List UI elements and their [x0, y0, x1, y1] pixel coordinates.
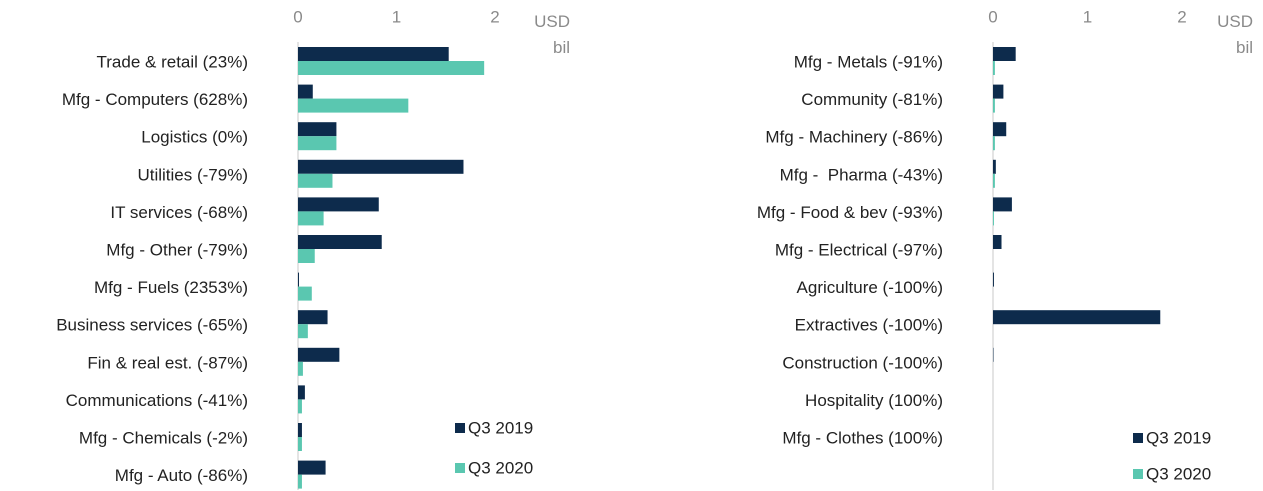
- bar: [298, 310, 328, 325]
- y-tick-label: Mfg - Clothes (100%): [782, 428, 943, 447]
- bar: [993, 272, 994, 287]
- bar: [993, 235, 1002, 249]
- bar: [993, 84, 1004, 99]
- y-tick-label: Communications (-41%): [66, 391, 248, 410]
- bar: [993, 136, 995, 151]
- bar: [993, 47, 1016, 61]
- y-tick-label: Mfg - Electrical (-97%): [775, 240, 943, 259]
- legend-label: Q3 2020: [1146, 464, 1211, 483]
- bar: [993, 211, 994, 226]
- y-tick-label: IT services (-68%): [110, 203, 248, 222]
- y-tick-label: Mfg - Machinery (-86%): [765, 128, 943, 147]
- bar: [993, 98, 995, 113]
- legend-label: Q3 2020: [468, 458, 533, 477]
- bar: [298, 47, 449, 61]
- x-tick-label: 2: [1177, 7, 1186, 26]
- bar: [993, 173, 995, 188]
- bar: [298, 437, 302, 451]
- y-tick-label: Mfg - Food & bev (-93%): [757, 203, 943, 222]
- bar: [298, 423, 302, 437]
- bar: [298, 272, 299, 287]
- bar: [993, 159, 996, 174]
- y-tick-label: Mfg - Other (-79%): [106, 240, 248, 259]
- y-tick-label: Mfg - Pharma (-43%): [780, 165, 943, 184]
- x-tick-label: 1: [392, 7, 401, 26]
- legend-label: Q3 2019: [468, 418, 533, 437]
- bar: [298, 460, 326, 475]
- y-tick-label: Hospitality (100%): [805, 391, 943, 410]
- bar: [298, 98, 409, 113]
- bar: [298, 84, 313, 99]
- legend-swatch: [1133, 469, 1143, 479]
- y-tick-label: Business services (-65%): [56, 316, 248, 335]
- x-unit-label: USD bil: [534, 12, 570, 57]
- bar: [298, 173, 333, 188]
- bar: [298, 324, 308, 339]
- y-tick-label: Utilities (-79%): [137, 165, 248, 184]
- bar: [298, 385, 305, 400]
- bar: [298, 249, 315, 263]
- bar: [298, 361, 303, 376]
- y-tick-label: Mfg - Auto (-86%): [115, 466, 248, 485]
- bar: [298, 399, 302, 414]
- y-tick-label: Mfg - Metals (-91%): [794, 52, 943, 71]
- x-tick-label: 0: [988, 7, 997, 26]
- y-tick-label: Extractives (-100%): [795, 316, 943, 335]
- y-tick-label: Community (-81%): [801, 90, 943, 109]
- bar: [298, 211, 324, 226]
- x-tick-label: 2: [490, 7, 499, 26]
- bar: [298, 197, 379, 212]
- y-tick-label: Logistics (0%): [141, 128, 248, 147]
- bar: [993, 310, 1161, 325]
- legend-swatch: [455, 463, 465, 473]
- x-unit-label: USD bil: [1217, 12, 1253, 57]
- y-tick-label: Trade & retail (23%): [97, 52, 248, 71]
- bar: [298, 347, 340, 362]
- bar: [298, 286, 312, 301]
- y-tick-label: Mfg - Fuels (2353%): [94, 278, 248, 297]
- y-tick-label: Fin & real est. (-87%): [87, 353, 248, 372]
- bar: [298, 159, 464, 174]
- x-tick-label: 1: [1083, 7, 1092, 26]
- bar: [993, 122, 1007, 137]
- legend-swatch: [455, 423, 465, 433]
- bar: [298, 235, 382, 249]
- y-tick-label: Construction (-100%): [782, 353, 943, 372]
- legend-swatch: [1133, 433, 1143, 443]
- bar: [298, 136, 337, 151]
- bar: [298, 61, 485, 75]
- y-tick-label: Mfg - Computers (628%): [62, 90, 248, 109]
- x-tick-label: 0: [293, 7, 302, 26]
- bar: [298, 122, 337, 137]
- y-tick-label: Agriculture (-100%): [797, 278, 943, 297]
- bar: [993, 61, 995, 75]
- y-tick-label: Mfg - Chemicals (-2%): [79, 428, 248, 447]
- bar: [993, 197, 1012, 212]
- legend-label: Q3 2019: [1146, 428, 1211, 447]
- bar: [298, 474, 302, 489]
